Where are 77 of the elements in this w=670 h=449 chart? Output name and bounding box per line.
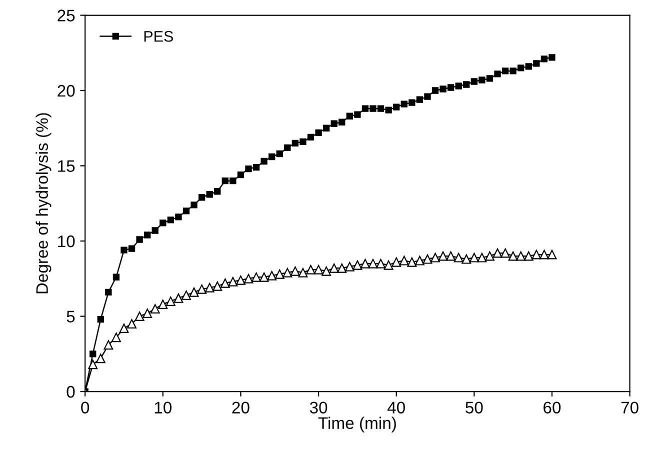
point: [322, 266, 332, 276]
point: [290, 266, 300, 276]
point: [384, 260, 394, 270]
point: [220, 278, 230, 288]
point: [376, 258, 386, 268]
point: [430, 252, 440, 262]
point: [142, 308, 152, 318]
point: [166, 296, 176, 306]
point: [469, 252, 479, 262]
point: [298, 268, 308, 278]
point: [532, 250, 542, 260]
point: [282, 268, 292, 278]
point: [306, 264, 316, 274]
x-tick-label: 20: [232, 402, 250, 414]
point: [134, 312, 144, 321]
point: [399, 256, 409, 266]
point: [414, 256, 424, 266]
point: [174, 293, 184, 303]
x-tick-label: 50: [466, 402, 483, 414]
point: [189, 287, 199, 297]
point: [111, 332, 121, 342]
y-tick-label: 15: [58, 160, 75, 172]
x-tick-label: 10: [154, 402, 172, 414]
point: [337, 263, 347, 273]
point: [344, 262, 354, 272]
point: [244, 274, 254, 284]
point: [539, 250, 549, 260]
point: [274, 269, 284, 279]
point: [422, 254, 432, 264]
point: [516, 251, 526, 261]
legend-label: PES: [144, 30, 174, 42]
point: [329, 263, 339, 273]
point: [197, 284, 207, 294]
point: [360, 258, 370, 268]
x-axis-title: Time (min): [318, 416, 396, 432]
point: [407, 257, 417, 267]
y-tick-label: 25: [58, 10, 75, 22]
point: [204, 282, 214, 292]
point: [212, 281, 222, 291]
x-tick-label: 0: [81, 402, 90, 414]
point: [150, 304, 160, 314]
point: [500, 248, 510, 258]
point: [438, 251, 448, 261]
y-tick-label: 20: [58, 84, 75, 97]
point: [462, 254, 472, 264]
y-tick-label: 10: [58, 235, 75, 248]
y-tick-label: 0: [66, 386, 75, 398]
point: [104, 340, 114, 350]
point: [485, 251, 494, 261]
y-tick-label: 5: [66, 310, 75, 322]
point: [524, 251, 534, 261]
point: [368, 258, 378, 268]
x-tick-label: 70: [621, 402, 638, 414]
point: [446, 251, 456, 261]
point: [392, 257, 402, 267]
point: [314, 264, 324, 274]
point: [96, 354, 106, 364]
x-tick-label: 30: [310, 402, 328, 414]
point: [88, 360, 98, 370]
point: [492, 248, 502, 258]
point: [477, 252, 487, 262]
point: [252, 272, 262, 282]
point: [259, 272, 269, 282]
y-axis-title: Degree of hydrolysis (%): [36, 113, 52, 294]
point: [236, 275, 246, 285]
x-tick-label: 60: [544, 402, 561, 414]
point: [352, 260, 362, 270]
point: [182, 290, 191, 300]
point: [127, 319, 136, 329]
point: [508, 251, 518, 261]
point: [267, 270, 277, 280]
point: [454, 252, 464, 262]
x-tick-label: 40: [387, 402, 405, 414]
point: [228, 276, 238, 286]
point: [547, 250, 557, 260]
point: [119, 324, 129, 334]
point: [158, 300, 168, 309]
